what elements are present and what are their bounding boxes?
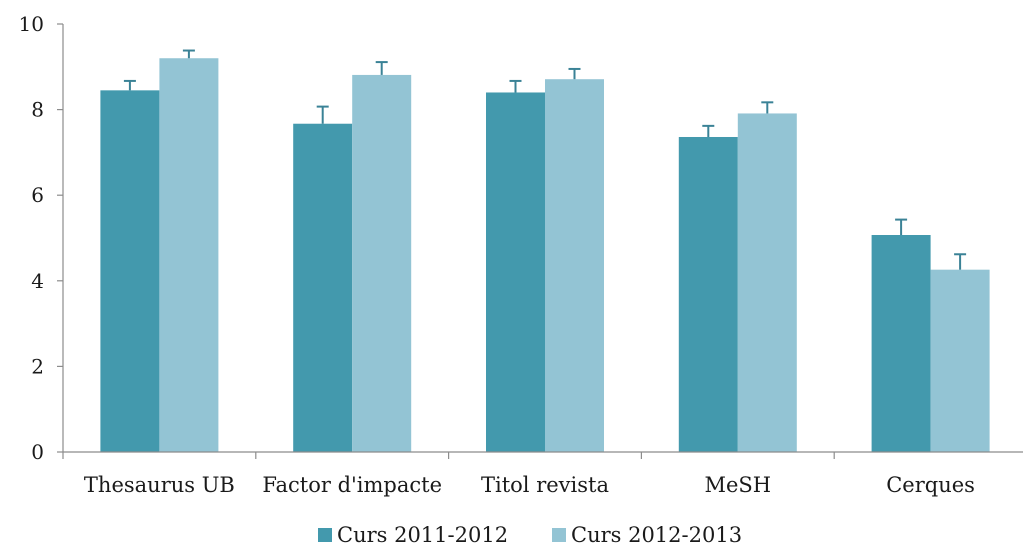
- error-bars: [123, 49, 967, 270]
- error-bar-1-3: [509, 79, 522, 93]
- bar-2-2: [352, 74, 412, 452]
- error-bar-2-1: [182, 49, 195, 59]
- bar-2-4: [737, 113, 797, 453]
- bar-2-5: [930, 269, 990, 452]
- error-bar-2-2: [375, 61, 388, 75]
- bar-1-2: [293, 123, 353, 452]
- legend-label-1: Curs 2011-2012: [337, 523, 508, 547]
- x-category-label-2: Factor d'impacte: [262, 473, 442, 497]
- legend-item-1: Curs 2011-2012: [318, 523, 508, 547]
- bar-1-3: [486, 92, 545, 452]
- legend: Curs 2011-2012 Curs 2012-2013: [318, 523, 742, 547]
- bar-1-1: [100, 90, 160, 452]
- bar-2-1: [159, 58, 219, 453]
- y-tick-label-2: 2: [31, 354, 44, 378]
- error-bar-1-2: [316, 105, 329, 124]
- y-tick-label-0: 0: [31, 440, 44, 464]
- axis-labels: 0 2 4 6 8 10 Thesaurus UB Factor d'impacte Titol…: [19, 12, 975, 497]
- error-bar-2-5: [954, 253, 967, 270]
- y-tick-label-10: 10: [19, 12, 44, 36]
- error-bar-2-3: [568, 67, 581, 80]
- legend-item-2: Curs 2012-2013: [552, 523, 742, 547]
- error-bar-1-5: [895, 218, 908, 236]
- error-bar-1-1: [123, 79, 136, 91]
- bar-1-5: [871, 235, 931, 452]
- bar-2-3: [545, 79, 604, 452]
- x-category-label-4: MeSH: [704, 473, 771, 497]
- y-tick-label-8: 8: [31, 98, 44, 122]
- error-bar-1-4: [702, 124, 715, 137]
- error-bar-2-4: [761, 101, 774, 114]
- legend-label-2: Curs 2012-2013: [571, 523, 742, 547]
- y-tick-label-4: 4: [31, 269, 44, 293]
- x-category-label-5: Cerques: [886, 473, 975, 497]
- x-category-label-3: Titol revista: [481, 473, 609, 497]
- y-tick-label-6: 6: [31, 183, 44, 207]
- legend-swatch-2: [552, 528, 566, 542]
- legend-swatch-1: [318, 528, 332, 542]
- axes: [57, 23, 1023, 459]
- bars: [100, 58, 990, 453]
- bar-1-4: [678, 136, 738, 452]
- x-category-label-1: Thesaurus UB: [84, 473, 235, 497]
